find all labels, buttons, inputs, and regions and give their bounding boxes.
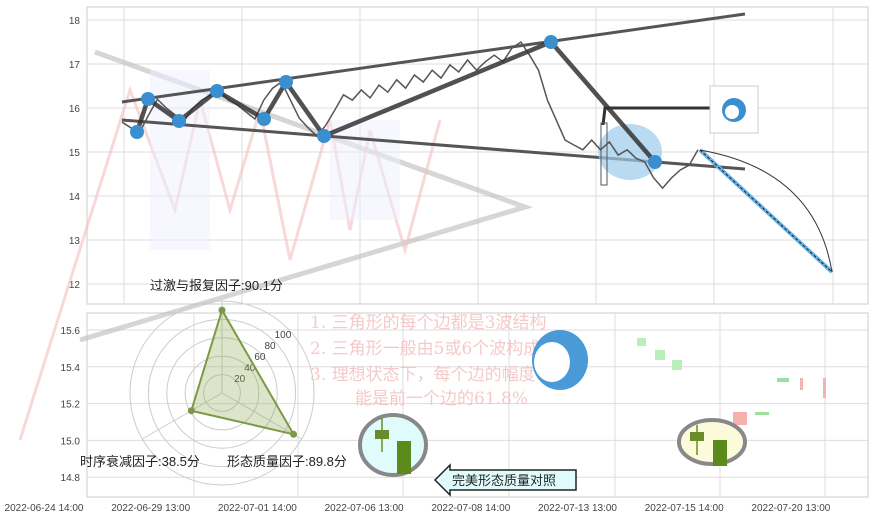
radar-factor-label: 形态质量因子:89.8分 — [227, 454, 347, 469]
radar-tick-label: 100 — [275, 330, 292, 341]
x-tick-label: 2022-07-20 13:00 — [751, 503, 830, 514]
projection-arc — [699, 149, 833, 273]
compare-label: 完美形态质量对照 — [452, 473, 556, 488]
note-text: 2. 三角形一般由5或6个波构成 — [310, 339, 540, 359]
upper-trendline — [121, 12, 746, 104]
candle — [397, 441, 411, 474]
mascot-face — [534, 342, 570, 382]
pivot-point — [172, 114, 186, 128]
bottom-panel — [86, 312, 869, 498]
radar-area — [190, 307, 296, 436]
radar-factor-label: 过激与报复因子:90.1分 — [150, 278, 283, 293]
y-tick-label: 15 — [69, 148, 81, 159]
projection-line — [698, 148, 834, 274]
radar-point — [187, 407, 195, 415]
x-tick-label: 2022-07-06 13:00 — [325, 503, 404, 514]
y-tick-label: 14.8 — [61, 473, 81, 484]
candle — [375, 430, 389, 439]
radar-factor-label: 时序衰减因子:38.5分 — [80, 454, 200, 469]
candle — [713, 440, 727, 466]
radar-axis — [221, 392, 302, 440]
radar-tick-label: 20 — [234, 374, 246, 385]
radar-axis — [142, 392, 223, 440]
y-tick-label: 17 — [69, 60, 81, 71]
radar-tick-label: 40 — [244, 363, 256, 374]
pivot-point — [141, 92, 155, 106]
y-tick-label: 18 — [69, 16, 81, 27]
y-tick-label: 12 — [69, 280, 81, 291]
watermark-bar — [330, 120, 400, 220]
x-tick-label: 2022-07-15 14:00 — [645, 503, 724, 514]
mascot-face — [725, 105, 739, 119]
x-tick-label: 2022-07-01 14:00 — [218, 503, 297, 514]
callout-line — [601, 106, 710, 126]
y-tick-label: 15.4 — [61, 363, 81, 374]
signal-box — [600, 122, 608, 186]
radar-tick-label: 60 — [254, 352, 266, 363]
x-tick-label: 2022-07-13 13:00 — [538, 503, 617, 514]
y-tick-label: 14 — [69, 192, 81, 203]
x-tick-label: 2022-06-29 13:00 — [111, 503, 190, 514]
pivot-point — [210, 84, 224, 98]
x-tick-label: 2022-06-24 14:00 — [5, 503, 84, 514]
y-tick-label: 16 — [69, 104, 81, 115]
pivot-point — [544, 35, 558, 49]
note-text: 能是前一个边的61.8% — [355, 389, 528, 409]
pivot-point — [257, 112, 271, 126]
pivot-point — [130, 125, 144, 139]
candle — [690, 432, 704, 441]
radar-tick-label: 80 — [264, 341, 276, 352]
compare-arrow — [433, 463, 577, 497]
y-tick-label: 15.0 — [61, 436, 81, 447]
pivot-point — [648, 155, 662, 169]
current-pattern-circle — [677, 418, 747, 466]
y-tick-label: 15.2 — [61, 400, 81, 411]
y-tick-label: 15.6 — [61, 326, 81, 337]
perfect-pattern-circle — [358, 413, 428, 477]
x-tick-label: 2022-07-08 14:00 — [431, 503, 510, 514]
y-tick-label: 13 — [69, 236, 81, 247]
pivot-point — [317, 129, 331, 143]
watermark-bar — [150, 70, 210, 250]
note-text: 1. 三角形的每个边都是3波结构 — [310, 313, 546, 333]
note-text: 3. 理想状态下，每个边的幅度可 — [310, 365, 553, 385]
radar-point — [218, 306, 226, 314]
radar-point — [290, 430, 298, 438]
candles — [637, 338, 826, 425]
pivot-point — [279, 75, 293, 89]
